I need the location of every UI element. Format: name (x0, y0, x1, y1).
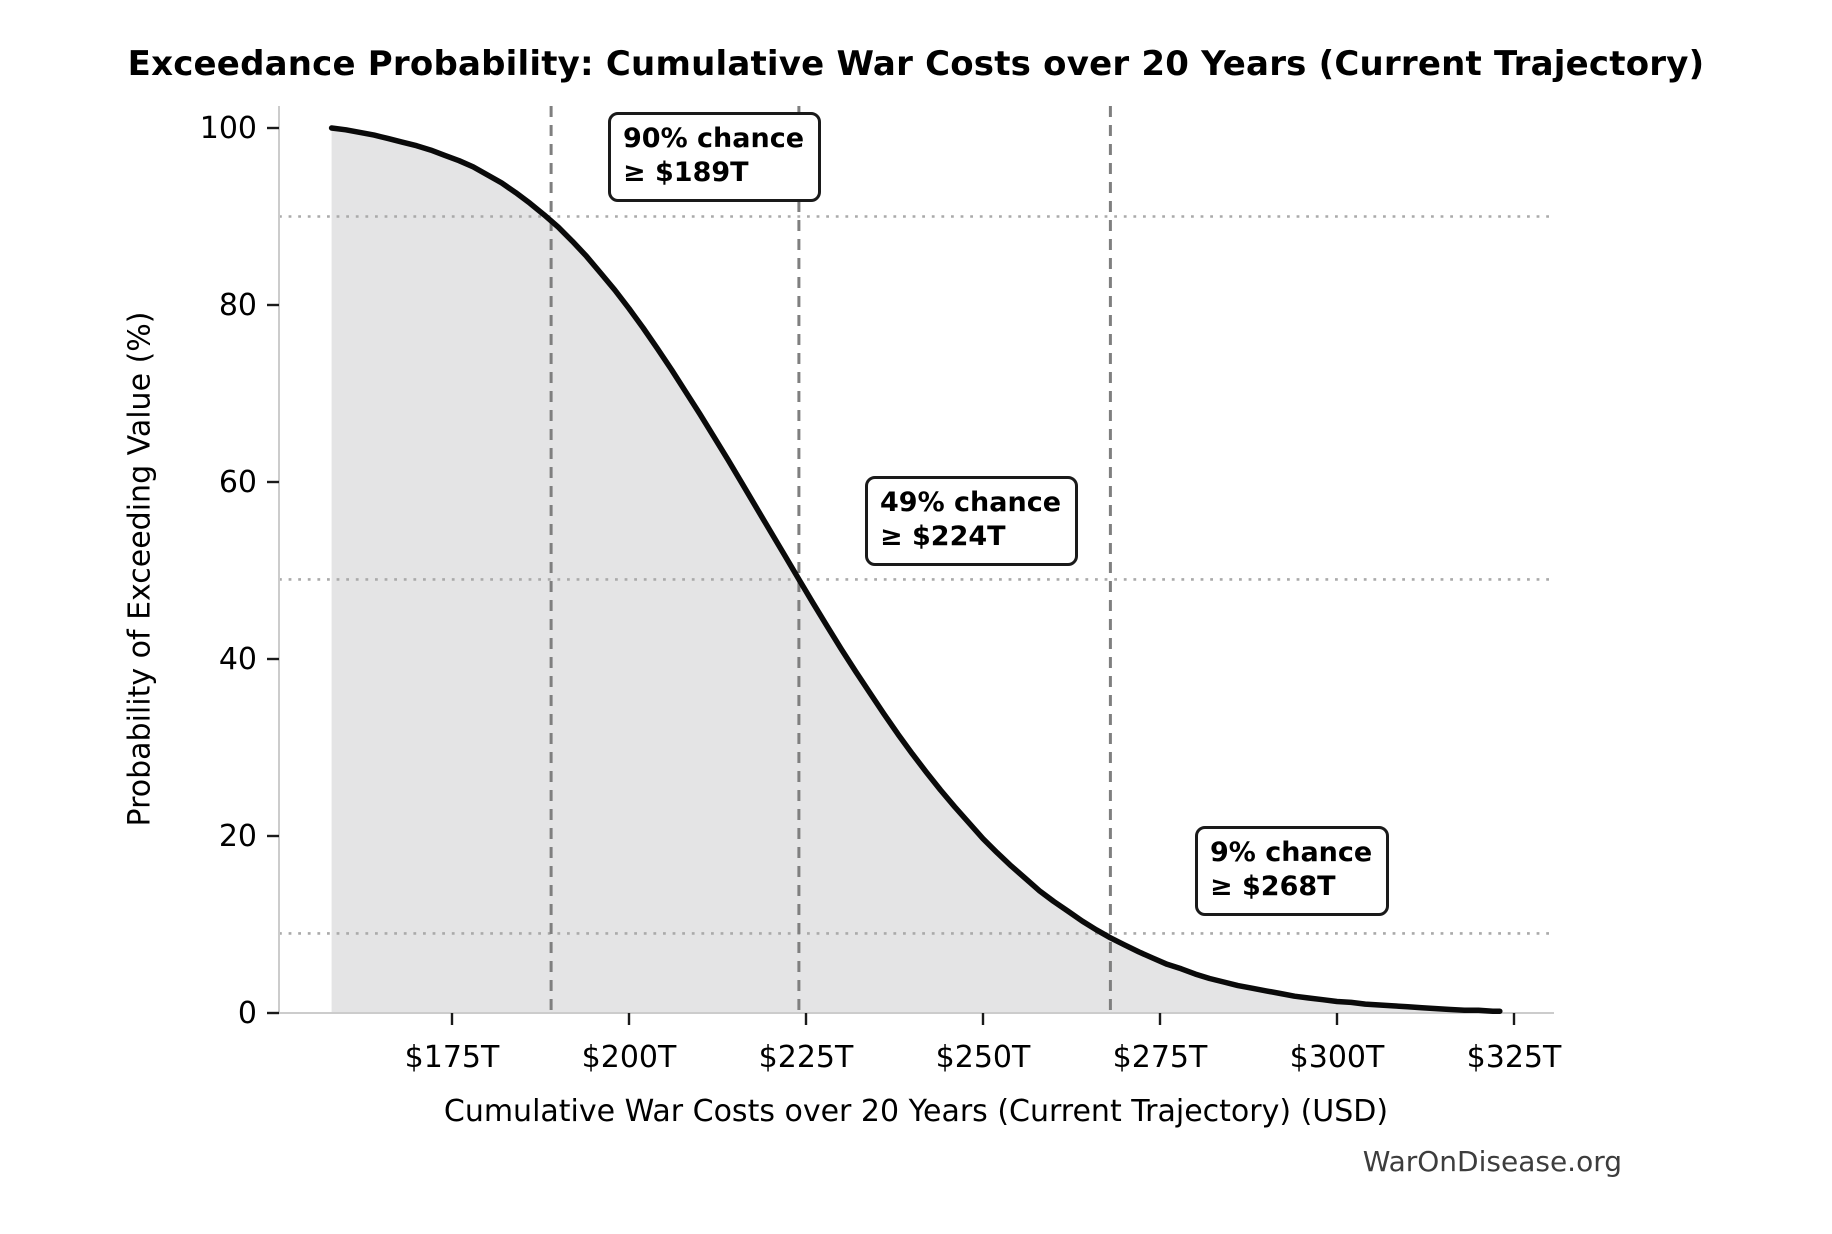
x-tick-label: $225T (759, 1040, 854, 1075)
exceedance-curve (328, 125, 1503, 1014)
x-tick-label: $200T (582, 1040, 677, 1075)
annotation-line-1: 9% chance (1210, 837, 1373, 868)
y-tick-label: 0 (238, 996, 257, 1031)
x-axis-label: Cumulative War Costs over 20 Years (Curr… (443, 1094, 1389, 1129)
annotation-line-2: ≥ $224T (880, 521, 1006, 552)
annotation-line-2: ≥ $268T (1210, 871, 1336, 902)
annotation-49-percent-chance: 49% chance ≥ $224T (865, 476, 1079, 566)
x-tick-label: $325T (1467, 1040, 1562, 1075)
annotation-9-percent-chance: 9% chance ≥ $268T (1195, 826, 1390, 916)
watermark: WarOnDisease.org (1362, 1145, 1622, 1178)
x-tick-label: $275T (1113, 1040, 1208, 1075)
area-fill-under-curve (331, 128, 1500, 1013)
chart-title: Exceedance Probability: Cumulative War C… (127, 44, 1705, 84)
y-tick-label: 100 (200, 111, 257, 146)
x-tick-label: $300T (1290, 1040, 1385, 1075)
y-tick-label: 40 (219, 642, 257, 677)
y-tick-label: 20 (219, 819, 257, 854)
x-tick-label: $175T (405, 1040, 500, 1075)
y-tick-label: 80 (219, 288, 257, 323)
y-tick-label: 60 (219, 465, 257, 500)
annotation-line-1: 90% chance (623, 123, 805, 154)
annotation-90-percent-chance: 90% chance ≥ $189T (608, 112, 822, 202)
x-tick-label: $250T (936, 1040, 1031, 1075)
annotation-line-2: ≥ $189T (623, 157, 749, 188)
annotation-line-1: 49% chance (880, 487, 1062, 518)
